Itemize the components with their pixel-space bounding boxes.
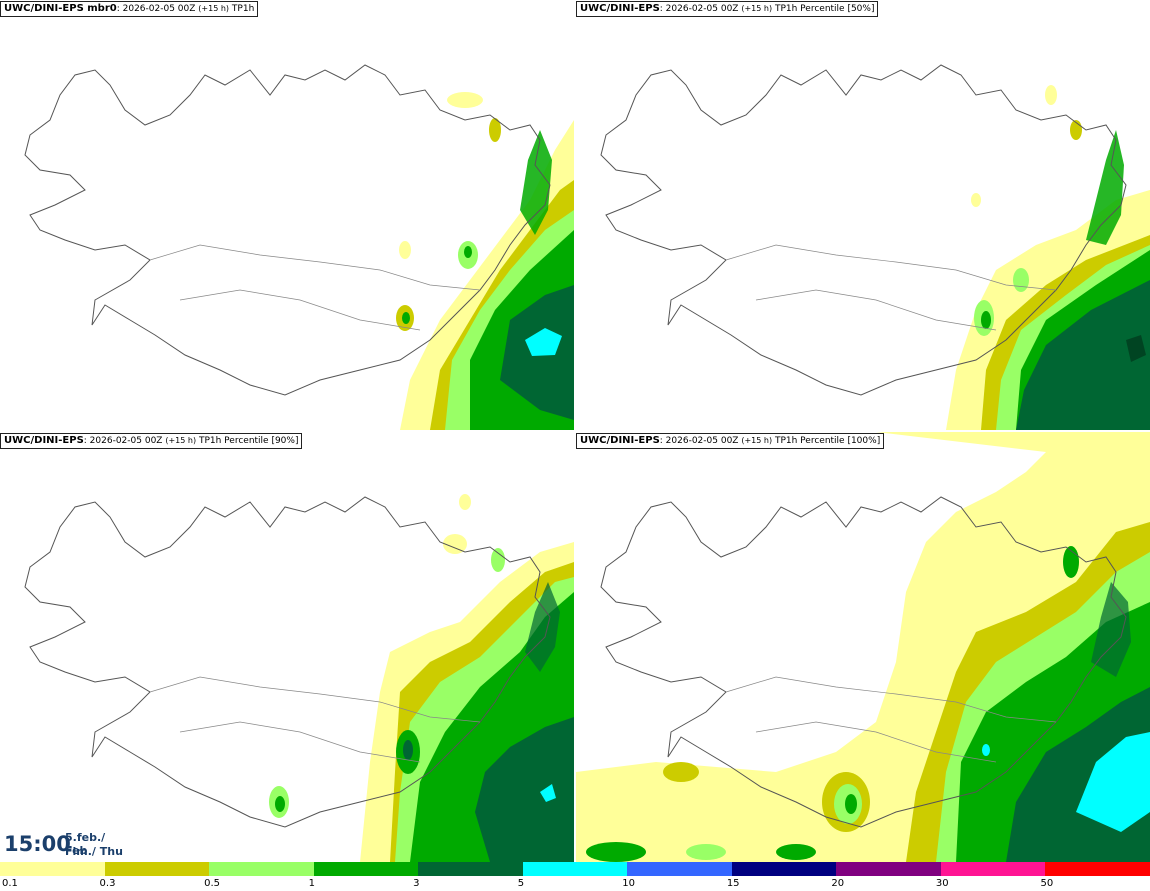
legend-tick-label: 50 (1040, 878, 1054, 889)
valid-weekday: Fim./ Thu (65, 845, 123, 858)
panel-title: UWC/DINI-EPS: 2026-02-05 00Z (+15 h) TP1… (576, 1, 879, 17)
legend-swatch (940, 862, 1046, 876)
legend-tick-label: 10 (622, 878, 635, 889)
legend-tick-label: 0.1 (2, 878, 18, 889)
coastline-outline (600, 496, 1127, 828)
model-name: UWC/DINI-EPS (4, 435, 84, 446)
legend-swatch (209, 862, 314, 876)
map-panel-mbr0: UWC/DINI-EPS mbr0: 2026-02-05 00Z (+15 h… (0, 0, 574, 430)
map-canvas (576, 432, 1150, 862)
legend-swatch (104, 862, 210, 876)
title-separator: : (659, 4, 666, 14)
legend-tick-label: 3 (413, 878, 420, 889)
map-panel-p100: UWC/DINI-EPS: 2026-02-05 00Z (+15 h) TP1… (576, 432, 1150, 862)
title-separator: : (659, 436, 666, 446)
map-canvas (600, 64, 1150, 430)
lead-time: (+15 h) (198, 4, 230, 13)
model-name: UWC/DINI-EPS (580, 3, 660, 14)
panel-title: UWC/DINI-EPS: 2026-02-05 00Z (+15 h) TP1… (0, 433, 303, 449)
valid-date: 5.feb./ Feb (65, 831, 106, 857)
legend-swatch (1045, 862, 1150, 876)
color-legend-labels: 0.1 0.3 0.5 1 3 5 10 15 20 30 50 (0, 876, 1150, 891)
field-name: TP1h Percentile [90%] (198, 436, 299, 446)
panel-title: UWC/DINI-EPS: 2026-02-05 00Z (+15 h) TP1… (576, 433, 885, 449)
run-time: 2026-02-05 00Z (122, 4, 196, 14)
lead-time: (+15 h) (741, 4, 773, 13)
run-time: 2026-02-05 00Z (89, 436, 163, 446)
precip-field (396, 92, 574, 430)
lead-time: (+15 h) (741, 436, 773, 445)
model-name: UWC/DINI-EPS (580, 435, 660, 446)
color-legend-bar (0, 862, 1150, 876)
panel-title: UWC/DINI-EPS mbr0: 2026-02-05 00Z (+15 h… (0, 1, 259, 17)
legend-tick-label: 1 (308, 878, 315, 889)
model-name: UWC/DINI-EPS mbr0 (4, 3, 117, 14)
legend-tick-label: 0.3 (99, 878, 116, 889)
run-time: 2026-02-05 00Z (665, 436, 739, 446)
lead-time: (+15 h) (165, 436, 197, 445)
run-time: 2026-02-05 00Z (665, 4, 739, 14)
precip-field (576, 432, 1150, 862)
field-name: TP1h Percentile [50%] (774, 4, 875, 14)
field-name: TP1h (231, 4, 255, 14)
coastline-outline (24, 496, 551, 828)
legend-tick-label: 30 (935, 878, 949, 889)
map-canvas (24, 64, 574, 430)
valid-time-box: 15:00 5.feb./ Feb Fim./ Thu (0, 828, 128, 862)
valid-time: 15:00 (4, 832, 71, 856)
legend-swatch (627, 862, 732, 876)
map-canvas (24, 494, 574, 862)
title-separator: : (116, 4, 123, 14)
field-name: TP1h Percentile [100%] (774, 436, 881, 446)
legend-tick-label: 15 (726, 878, 740, 889)
legend-swatch (836, 862, 941, 876)
title-separator: : (83, 436, 90, 446)
legend-swatch (522, 862, 628, 876)
precip-field (946, 85, 1150, 430)
legend-swatch (0, 862, 105, 876)
precip-field (269, 494, 574, 862)
coastline-outline (600, 64, 1127, 396)
legend-tick-label: 0.5 (204, 878, 220, 889)
legend-tick-label: 5 (517, 878, 525, 889)
legend-swatch (731, 862, 837, 876)
legend-swatch (418, 862, 523, 876)
map-panel-p90: UWC/DINI-EPS: 2026-02-05 00Z (+15 h) TP1… (0, 432, 574, 862)
coastline-outline (24, 64, 551, 396)
map-panel-p50: UWC/DINI-EPS: 2026-02-05 00Z (+15 h) TP1… (576, 0, 1150, 430)
panel-divider-horizontal (0, 430, 1150, 432)
legend-tick-label: 20 (831, 878, 845, 889)
legend-swatch (313, 862, 419, 876)
